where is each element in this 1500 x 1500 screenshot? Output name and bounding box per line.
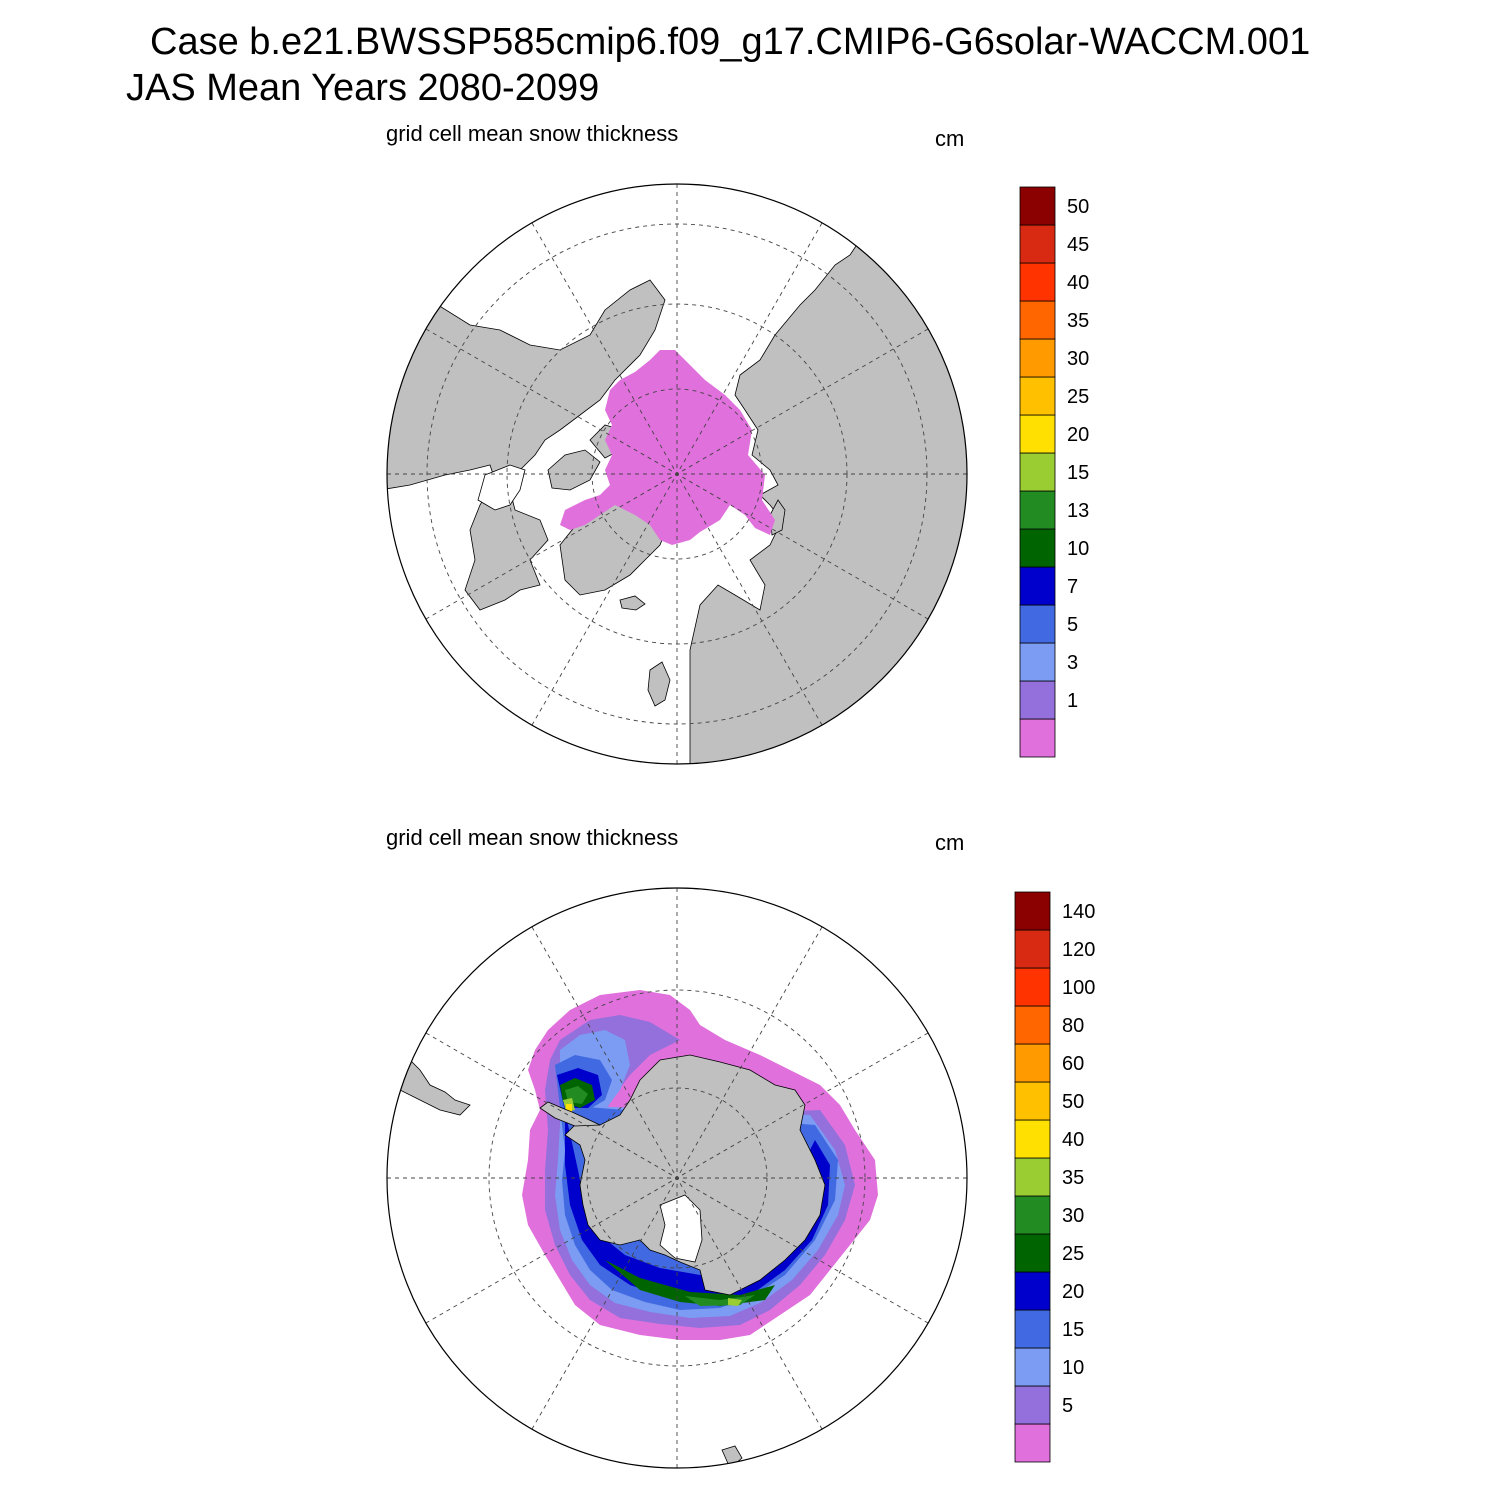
figure-title-period: JAS Mean Years 2080-2099 bbox=[126, 67, 600, 109]
north-land-novaya-zemlya bbox=[769, 499, 786, 536]
south-colorbar-label: 140 bbox=[1062, 901, 1095, 923]
north-colorbar-swatch bbox=[1019, 718, 1056, 758]
south-colorbar-label: 5 bbox=[1062, 1395, 1073, 1417]
south-colorbar-swatch bbox=[1014, 1195, 1051, 1235]
south-colorbar-swatch bbox=[1014, 1043, 1051, 1083]
north-colorbar-swatch bbox=[1019, 262, 1056, 302]
south-map-border bbox=[386, 887, 968, 1469]
north-colorbar-label: 35 bbox=[1067, 310, 1089, 332]
south-colorbar-swatch bbox=[1014, 967, 1051, 1007]
south-polar-map bbox=[386, 887, 968, 1469]
north-colorbar-swatch bbox=[1019, 224, 1056, 264]
north-colorbar-label: 13 bbox=[1067, 500, 1089, 522]
north-snow-contour-lt1 bbox=[560, 350, 775, 545]
north-colorbar-swatch bbox=[1019, 642, 1056, 682]
north-colorbar-swatch bbox=[1019, 300, 1056, 340]
north-colorbar-label: 5 bbox=[1067, 614, 1078, 636]
south-colorbar-swatch bbox=[1014, 1157, 1051, 1197]
north-units-label: cm bbox=[935, 126, 965, 151]
north-colorbar-label: 40 bbox=[1067, 272, 1089, 294]
south-colorbar-swatch bbox=[1014, 929, 1051, 969]
south-colorbar-label: 35 bbox=[1062, 1167, 1084, 1189]
north-colorbar-label: 10 bbox=[1067, 538, 1089, 560]
north-colorbar-label: 1 bbox=[1067, 690, 1078, 712]
south-land-peninsula bbox=[539, 1101, 601, 1127]
north-colorbar-swatch bbox=[1019, 376, 1056, 416]
south-colorbar-swatch bbox=[1014, 1233, 1051, 1273]
north-land-britain bbox=[647, 661, 671, 707]
south-colorbar-swatch bbox=[1014, 1119, 1051, 1159]
south-colorbar-label: 80 bbox=[1062, 1015, 1084, 1037]
south-colorbar-swatch bbox=[1014, 1423, 1051, 1463]
south-panel-title: grid cell mean snow thickness bbox=[386, 825, 679, 850]
south-colorbar-label: 50 bbox=[1062, 1091, 1084, 1113]
south-graticule bbox=[387, 888, 967, 1468]
south-colorbar-label: 100 bbox=[1062, 977, 1095, 999]
north-panel-title: grid cell mean snow thickness bbox=[386, 121, 679, 146]
south-land-africa bbox=[721, 1445, 743, 1468]
north-hudson-bay bbox=[477, 464, 526, 511]
north-land-baffin bbox=[547, 449, 601, 491]
north-graticule bbox=[387, 184, 967, 764]
south-colorbar-swatch bbox=[1014, 1309, 1051, 1349]
south-colorbar-swatch bbox=[1014, 1271, 1051, 1311]
north-land-iceland bbox=[619, 595, 646, 611]
south-land-south-america bbox=[394, 1059, 471, 1116]
north-polar-map bbox=[386, 183, 968, 765]
north-colorbar-swatch bbox=[1019, 414, 1056, 454]
south-colorbar-swatch bbox=[1014, 1005, 1051, 1045]
south-colorbar-swatch bbox=[1014, 891, 1051, 931]
north-colorbar-label: 20 bbox=[1067, 424, 1089, 446]
north-map-border bbox=[386, 183, 968, 765]
south-colorbar-label: 40 bbox=[1062, 1129, 1084, 1151]
south-colorbar-label: 25 bbox=[1062, 1243, 1084, 1265]
south-colorbar-swatch bbox=[1014, 1385, 1051, 1425]
south-units-label: cm bbox=[935, 830, 965, 855]
figure-title-case: Case b.e21.BWSSP585cmip6.f09_g17.CMIP6-G… bbox=[150, 21, 1311, 63]
north-colorbar-swatch bbox=[1019, 566, 1056, 606]
north-colorbar-label: 3 bbox=[1067, 652, 1078, 674]
south-colorbar-label: 20 bbox=[1062, 1281, 1084, 1303]
north-colorbar-label: 45 bbox=[1067, 234, 1089, 256]
north-colorbar-swatch bbox=[1019, 338, 1056, 378]
south-colorbar-label: 120 bbox=[1062, 939, 1095, 961]
north-colorbar-label: 7 bbox=[1067, 576, 1078, 598]
south-colorbar-label: 30 bbox=[1062, 1205, 1084, 1227]
north-colorbar-swatch bbox=[1019, 186, 1056, 226]
north-colorbar-label: 15 bbox=[1067, 462, 1089, 484]
north-colorbar-label: 25 bbox=[1067, 386, 1089, 408]
north-colorbar-swatch bbox=[1019, 490, 1056, 530]
north-colorbar-swatch bbox=[1019, 528, 1056, 568]
south-colorbar-label: 60 bbox=[1062, 1053, 1084, 1075]
south-colorbar-swatch bbox=[1014, 1081, 1051, 1121]
north-colorbar-label: 30 bbox=[1067, 348, 1089, 370]
south-colorbar-label: 15 bbox=[1062, 1319, 1084, 1341]
south-colorbar-swatch bbox=[1014, 1347, 1051, 1387]
south-colorbar-label: 10 bbox=[1062, 1357, 1084, 1379]
south-land-antarctica bbox=[564, 1054, 826, 1296]
south-colorbar: 5 10 15 20 25 30 35 40 50 60 80 100 120 140 bbox=[1014, 891, 1095, 1463]
north-colorbar-swatch bbox=[1019, 604, 1056, 644]
north-colorbar-swatch bbox=[1019, 452, 1056, 492]
north-colorbar-swatch bbox=[1019, 680, 1056, 720]
north-colorbar-label: 50 bbox=[1067, 196, 1089, 218]
